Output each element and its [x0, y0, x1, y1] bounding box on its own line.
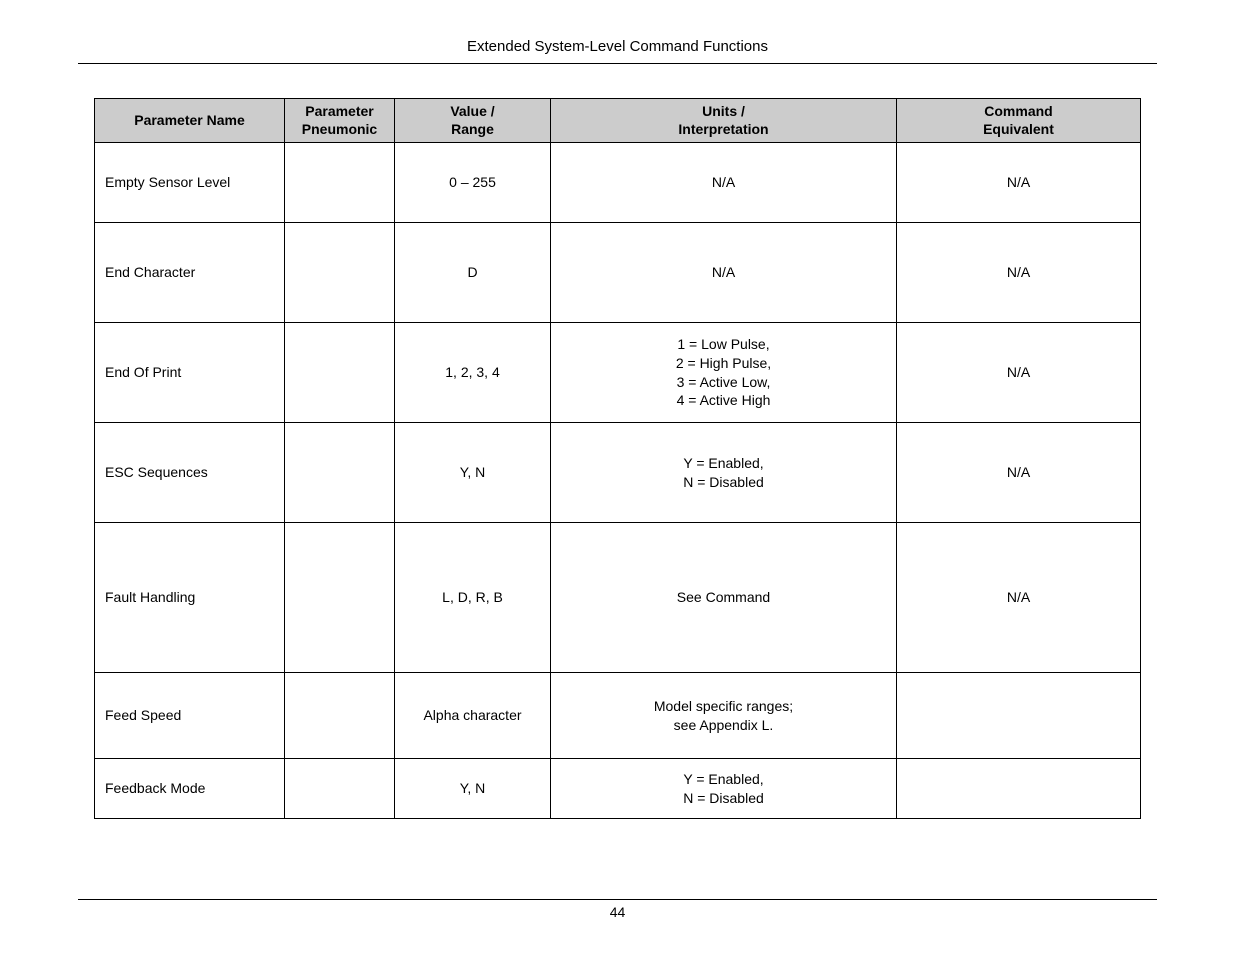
cell-parameter-name: Fault Handling [95, 523, 285, 673]
table-row: Feedback Mode Y, NY = Enabled, N = Disabl… [95, 759, 1141, 819]
cell-units-interp: N/A [551, 223, 897, 323]
table-body: Empty Sensor Level0 – 255N/AN/AEnd Chara… [95, 143, 1141, 819]
cell-units-interp: Model specific ranges; see Appendix L. [551, 673, 897, 759]
header-rule [78, 63, 1157, 64]
cell-parameter-name: Feedback Mode [95, 759, 285, 819]
cell-units-interp: Y = Enabled, N = Disabled [551, 759, 897, 819]
cell-value-range: 1, 2, 3, 4 [395, 323, 551, 423]
col-header-cmd: Command Equivalent [897, 99, 1141, 143]
cell-parameter-pneu [285, 143, 395, 223]
cell-value-range: Y, N [395, 759, 551, 819]
cell-command-equiv: N/A [897, 323, 1141, 423]
cell-value-range: L, D, R, B [395, 523, 551, 673]
page-footer: 44 [78, 899, 1157, 920]
cell-command-equiv: N/A [897, 423, 1141, 523]
cell-value-range: Y, N [395, 423, 551, 523]
table-header-row: Parameter Name Parameter Pneumonic Value… [95, 99, 1141, 143]
cell-command-equiv: N/A [897, 143, 1141, 223]
footer-rule [78, 899, 1157, 900]
cell-value-range: D [395, 223, 551, 323]
col-header-range: Value / Range [395, 99, 551, 143]
cell-parameter-pneu [285, 423, 395, 523]
table-row: End CharacterDN/AN/A [95, 223, 1141, 323]
document-page: Extended System-Level Command Functions … [0, 0, 1235, 954]
cell-value-range: 0 – 255 [395, 143, 551, 223]
table-row: End Of Print 1, 2, 3, 41 = Low Pulse, 2 =… [95, 323, 1141, 423]
cell-units-interp: 1 = Low Pulse, 2 = High Pulse, 3 = Activ… [551, 323, 897, 423]
cell-command-equiv: N/A [897, 223, 1141, 323]
col-header-name: Parameter Name [95, 99, 285, 143]
cell-parameter-pneu [285, 223, 395, 323]
table-row: Feed Speed Alpha characterModel specific … [95, 673, 1141, 759]
cell-parameter-name: End Of Print [95, 323, 285, 423]
parameter-table: Parameter Name Parameter Pneumonic Value… [94, 98, 1141, 819]
cell-parameter-pneu [285, 523, 395, 673]
cell-parameter-name: End Character [95, 223, 285, 323]
cell-command-equiv: N/A [897, 523, 1141, 673]
cell-units-interp: Y = Enabled, N = Disabled [551, 423, 897, 523]
cell-parameter-pneu [285, 673, 395, 759]
table-row: ESC Sequences Y, NY = Enabled, N = Disabl… [95, 423, 1141, 523]
cell-parameter-name: Feed Speed [95, 673, 285, 759]
cell-parameter-name: ESC Sequences [95, 423, 285, 523]
table-row: Fault Handling L, D, R, BSee CommandN/A [95, 523, 1141, 673]
col-header-units: Units / Interpretation [551, 99, 897, 143]
cell-parameter-pneu [285, 759, 395, 819]
cell-value-range: Alpha character [395, 673, 551, 759]
cell-units-interp: N/A [551, 143, 897, 223]
col-header-pneu: Parameter Pneumonic [285, 99, 395, 143]
cell-units-interp: See Command [551, 523, 897, 673]
cell-command-equiv [897, 673, 1141, 759]
table-row: Empty Sensor Level0 – 255N/AN/A [95, 143, 1141, 223]
page-number: 44 [78, 904, 1157, 920]
cell-command-equiv [897, 759, 1141, 819]
cell-parameter-pneu [285, 323, 395, 423]
page-title: Extended System-Level Command Functions [78, 38, 1157, 63]
cell-parameter-name: Empty Sensor Level [95, 143, 285, 223]
